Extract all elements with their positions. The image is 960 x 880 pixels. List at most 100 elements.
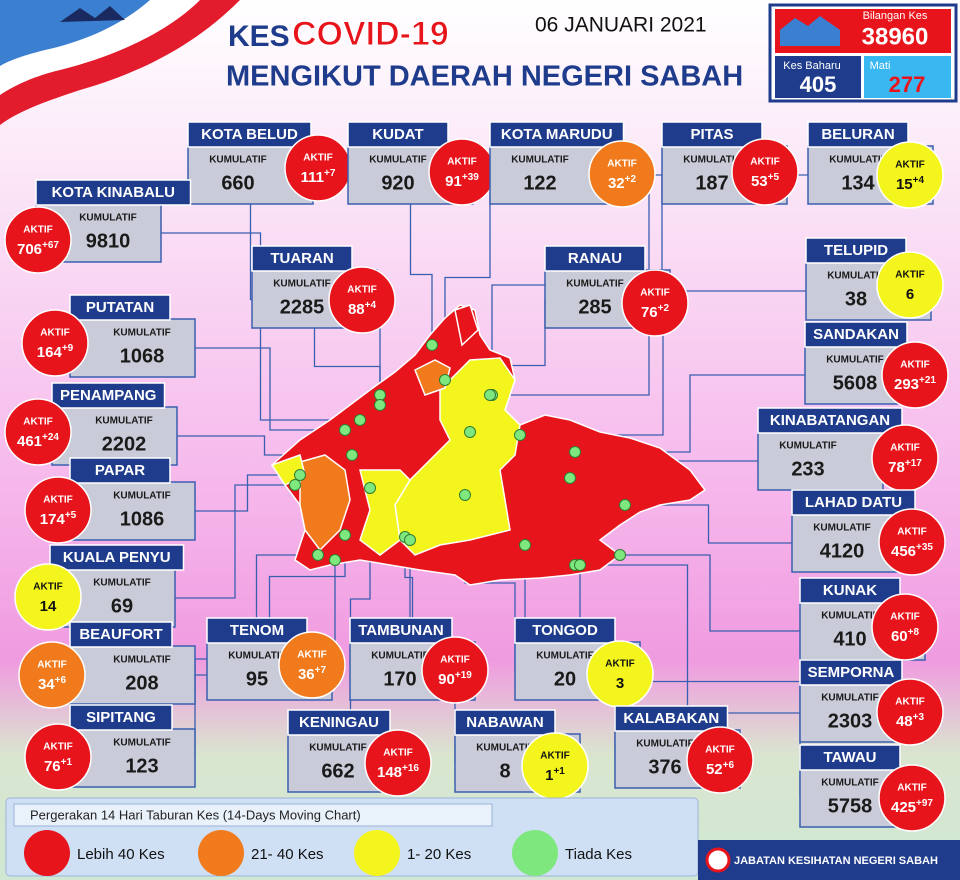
cumulative-value: 376 (648, 756, 681, 778)
summary-new: 405 (800, 72, 837, 97)
map-pin (346, 449, 358, 461)
active-value-group: 174+5 (40, 510, 77, 528)
active-value: 32 (608, 175, 625, 192)
active-label: AKTIF (447, 157, 476, 168)
active-label: AKTIF (750, 157, 779, 168)
cumulative-value: 2285 (280, 296, 325, 318)
active-label: AKTIF (303, 153, 332, 164)
cumulative-label: KUMULATIF (536, 651, 594, 662)
district-name: KUNAK (823, 582, 877, 599)
cumulative-value: 410 (833, 628, 866, 650)
active-value: 60 (891, 628, 908, 645)
district-tab (49, 544, 185, 571)
district-card: KUNAK KUMULATIF 410 AKTIF 60+8 (799, 577, 939, 661)
active-circle (4, 206, 72, 274)
district-name: PAPAR (95, 462, 145, 479)
active-value-group: 91+39 (445, 172, 479, 190)
summary-total-label: Bilangan Kes (863, 10, 928, 22)
active-value: 91 (445, 173, 462, 190)
district-card: BEAUFORT KUMULATIF 208 AKTIF 34+6 (18, 621, 196, 709)
map-pin (564, 472, 576, 484)
active-value-group: 148+16 (377, 763, 419, 781)
district-card: KINABATANGAN KUMULATIF 233 AKTIF 78+17 (757, 407, 939, 492)
district-tab (206, 617, 308, 644)
district-card: TONGOD KUMULATIF 20 AKTIF 3 (514, 617, 654, 708)
district-card: KENINGAU KUMULATIF 662 AKTIF 148+16 (287, 709, 432, 797)
district-card: KALABAKAN KUMULATIF 376 AKTIF 52+6 (614, 705, 754, 794)
connector (195, 347, 345, 431)
active-value: 456 (891, 543, 916, 560)
legend-title: Pergerakan 14 Hari Taburan Kes (14-Days … (30, 807, 361, 822)
active-circle (4, 398, 72, 466)
active-label: AKTIF (23, 417, 52, 428)
connector (409, 204, 433, 345)
district-name: SANDAKAN (813, 326, 899, 343)
district-name: KOTA MARUDU (501, 126, 613, 143)
cumulative-value: 123 (125, 755, 158, 777)
active-value: 15 (896, 176, 913, 193)
active-value: 6 (906, 286, 914, 303)
cumulative-label: KUMULATIF (113, 738, 171, 749)
district-card: TENOM KUMULATIF 95 AKTIF 36+7 (206, 617, 346, 701)
district-name: KINABATANGAN (770, 412, 890, 429)
active-value: 88 (348, 301, 365, 318)
legend-label: Lebih 40 Kes (77, 846, 165, 863)
active-value-group: 3 (616, 675, 624, 692)
active-circle (24, 723, 92, 791)
cumulative-value: 2303 (828, 710, 873, 732)
district-card: SIPITANG KUMULATIF 123 AKTIF 76+1 (24, 704, 196, 791)
active-value: 48 (896, 713, 913, 730)
cumulative-label: KUMULATIF (826, 355, 884, 366)
active-value-group: 293+21 (894, 375, 936, 393)
active-label: AKTIF (607, 159, 636, 170)
active-increase: +5 (768, 172, 780, 183)
cumulative-value: 660 (221, 172, 254, 194)
active-increase: +2 (625, 174, 637, 185)
active-label: AKTIF (33, 582, 62, 593)
active-circle (686, 726, 754, 794)
district-name: TONGOD (532, 622, 598, 639)
active-label: AKTIF (897, 527, 926, 538)
map-pin (294, 469, 306, 481)
active-value-group: 78+17 (888, 458, 922, 476)
district-tab (804, 321, 908, 348)
connector (175, 484, 295, 599)
active-circle (878, 764, 946, 832)
map-pin (459, 489, 471, 501)
active-increase: +9 (62, 343, 74, 354)
header-title: COVID-19 (292, 15, 449, 53)
cumulative-label: KUMULATIF (93, 578, 151, 589)
active-label: AKTIF (383, 748, 412, 759)
district-tab (251, 245, 353, 272)
district-tab (799, 659, 903, 686)
district-card: PAPAR KUMULATIF 1086 AKTIF 174+5 (24, 457, 196, 544)
active-label: AKTIF (890, 443, 919, 454)
district-tab (349, 617, 453, 644)
district-card: TELUPID KUMULATIF 38 AKTIF 6 (805, 237, 944, 321)
footer-band (698, 840, 960, 880)
active-value: 461 (17, 433, 42, 450)
district-card: RANAU KUMULATIF 285 AKTIF 76+2 (544, 245, 689, 337)
connector (620, 554, 800, 632)
cumulative-value: 2202 (102, 433, 147, 455)
active-circle (876, 141, 944, 209)
active-label: AKTIF (297, 650, 326, 661)
cumulative-value: 233 (791, 458, 824, 480)
district-card: PENAMPANG KUMULATIF 2202 AKTIF 461+24 (4, 382, 178, 466)
map-pin (484, 389, 496, 401)
cumulative-label: KUMULATIF (821, 778, 879, 789)
active-circle (588, 140, 656, 208)
active-label: AKTIF (540, 751, 569, 762)
active-label: AKTIF (897, 783, 926, 794)
active-value: 53 (751, 173, 768, 190)
district-name: TENOM (230, 622, 284, 639)
active-circle (421, 636, 489, 704)
active-value-group: 53+5 (751, 172, 780, 190)
active-circle (278, 631, 346, 699)
active-increase: +6 (55, 675, 67, 686)
active-increase: +2 (658, 303, 670, 314)
district-tab (347, 121, 449, 148)
cumulative-label: KUMULATIF (95, 416, 153, 427)
district-tab (799, 577, 901, 604)
